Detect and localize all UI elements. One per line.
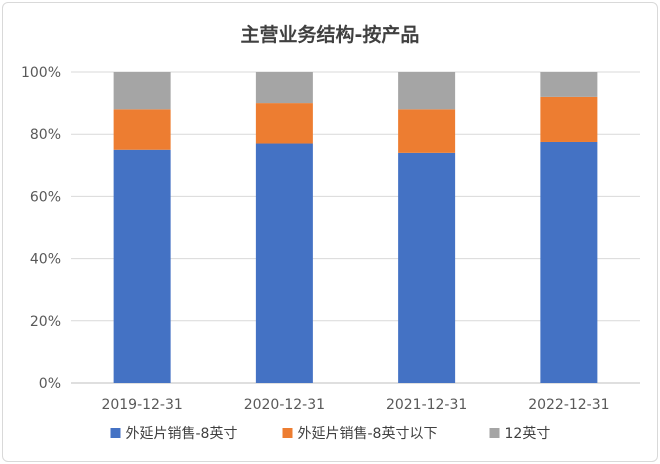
- legend-swatch: [282, 428, 293, 438]
- legend-swatch: [110, 428, 121, 438]
- bar-segment: [398, 152, 456, 383]
- bar-segment: [113, 149, 171, 383]
- x-tick-label: 2020-12-31: [244, 397, 325, 413]
- legend-label: 12英寸: [505, 425, 551, 442]
- legend-swatch: [489, 428, 500, 438]
- x-tick-label: 2019-12-31: [101, 397, 182, 413]
- y-tick-label: 60%: [30, 189, 61, 205]
- bar-segment: [398, 72, 456, 110]
- bar-segment: [255, 72, 313, 104]
- legend-label: 外延片销售-8英寸以下: [298, 425, 438, 442]
- bar-segment: [540, 72, 598, 97]
- bar-segment: [255, 143, 313, 383]
- y-tick-label: 40%: [30, 252, 61, 268]
- bar-segment: [398, 109, 456, 153]
- x-axis: 2019-12-31 2020-12-31 2021-12-31 2022-12-31: [101, 397, 609, 413]
- bar-segment: [113, 109, 171, 150]
- y-tick-label: 0%: [39, 376, 61, 392]
- chart-title: 主营业务结构-按产品: [241, 23, 420, 46]
- y-tick-label: 20%: [30, 314, 61, 330]
- bar-segment: [113, 72, 171, 110]
- legend: 外延片销售-8英寸 外延片销售-8英寸以下 12英寸: [110, 425, 551, 442]
- y-tick-label: 80%: [30, 127, 61, 143]
- bars: [113, 72, 598, 383]
- bar-segment: [255, 103, 313, 144]
- y-axis: 0% 20% 40% 60% 80% 100%: [21, 65, 61, 392]
- bar-segment: [540, 141, 598, 383]
- x-tick-label: 2022-12-31: [528, 397, 609, 413]
- x-tick-label: 2021-12-31: [386, 397, 467, 413]
- bar-segment: [540, 96, 598, 142]
- legend-label: 外延片销售-8英寸: [126, 425, 238, 442]
- y-tick-label: 100%: [21, 65, 61, 81]
